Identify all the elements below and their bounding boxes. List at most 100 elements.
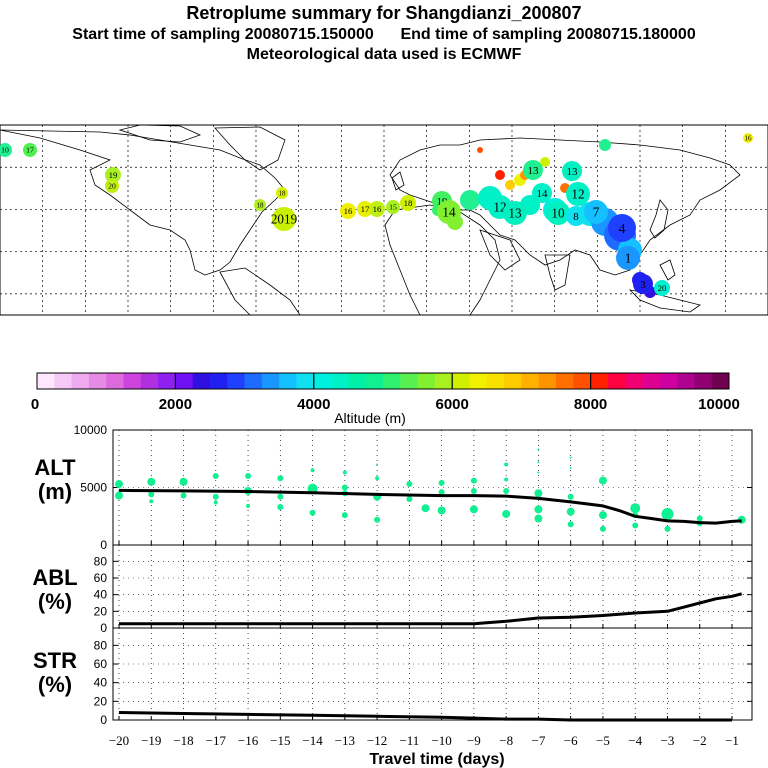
x-tick-label: −10	[431, 733, 451, 748]
plume-day-label: 13	[528, 165, 540, 177]
panel-ytick-label: 60	[94, 657, 108, 671]
colorbar-swatch	[365, 373, 384, 389]
plume-day-label: 20	[108, 182, 116, 191]
colorbar-swatch	[625, 373, 643, 389]
colorbar-swatch	[469, 373, 488, 389]
colorbar-swatch	[417, 373, 436, 389]
plume-marker	[105, 179, 119, 193]
altitude-scatter-point	[470, 477, 477, 484]
colorbar-swatch	[37, 373, 55, 389]
altitude-scatter-point	[502, 509, 511, 518]
altitude-scatter-point	[341, 512, 348, 519]
plume-marker	[566, 206, 586, 226]
south-america	[219, 267, 301, 316]
altitude-scatter-point	[309, 509, 316, 516]
altitude-scatter-point	[375, 476, 380, 481]
panel-ytick-label: 40	[94, 676, 108, 690]
colorbar-tick-label: 2000	[159, 396, 192, 413]
colorbar-swatch	[486, 373, 505, 389]
plume-marker	[566, 182, 590, 206]
plume-day-label: 18	[279, 189, 287, 197]
colorbar-swatch	[192, 373, 211, 389]
end-time-label: End time of sampling 20080715.180000	[400, 26, 696, 43]
plume-day-label: 17	[26, 146, 34, 155]
colorbar-swatch	[54, 373, 72, 389]
altitude-scatter-point	[537, 461, 540, 464]
sampling-times: Start time of sampling 20080715.150000 E…	[0, 26, 768, 44]
plume-marker	[523, 160, 543, 180]
plume-day-label: 13	[567, 166, 579, 178]
alt-ylabel-line2: (m)	[38, 479, 72, 504]
plume-day-label: 19	[437, 196, 449, 208]
altitude-scatter-point	[504, 462, 509, 467]
colorbar-swatch	[175, 373, 193, 389]
colorbar-swatch	[607, 373, 626, 389]
panel-ytick-label: 0	[100, 621, 107, 635]
colorbar-swatch	[71, 373, 90, 389]
altitude-scatter-point	[470, 487, 477, 494]
x-tick-label: −6	[564, 733, 578, 748]
colorbar-swatch	[261, 373, 280, 389]
altitude-scatter-point	[537, 448, 540, 451]
british-isles	[391, 171, 405, 191]
abl-ylabel-line2: (%)	[38, 589, 72, 614]
plume-blob	[477, 147, 483, 153]
plume-marker	[503, 201, 527, 225]
plume-marker	[584, 200, 608, 224]
altitude-scatter-point	[406, 481, 413, 488]
plume-day-label: 1	[625, 251, 632, 266]
altitude-scatter-point	[277, 504, 284, 511]
altitude-scatter-point	[374, 516, 381, 523]
plume-day-label: 2019	[271, 212, 298, 227]
plume-marker	[340, 203, 356, 219]
altitude-scatter-point	[438, 479, 445, 486]
colorbar-swatch	[642, 373, 661, 389]
str-ylabel-line2: (%)	[38, 672, 72, 697]
altitude-scatter-point	[149, 499, 154, 504]
series-line-alt	[118, 488, 742, 525]
altitude-scatter-point	[537, 471, 540, 474]
plume-day-label: 16	[344, 206, 353, 216]
taiwan-philippines	[659, 259, 676, 281]
colorbar-swatch	[694, 373, 712, 389]
altitude-scatter-point	[307, 483, 318, 494]
x-tick-label: −3	[661, 733, 675, 748]
x-tick-label: −8	[499, 733, 513, 748]
panel-ytick-label: 80	[94, 554, 108, 568]
africa	[384, 204, 501, 316]
plume-marker	[608, 214, 636, 242]
altitude-scatter-point	[406, 496, 413, 502]
plume-day-label: 18	[404, 198, 413, 208]
plume-marker	[633, 274, 653, 294]
plume-marker	[105, 167, 121, 183]
plume-day-label: 10	[551, 206, 565, 221]
colorbar-swatch	[227, 373, 245, 389]
plume-blob	[460, 190, 480, 210]
altitude-scatter-point	[277, 493, 284, 500]
panel-frame	[112, 544, 753, 629]
altitude-scatter-point	[437, 506, 446, 515]
plume-marker	[254, 199, 266, 211]
colorbar-swatch	[348, 373, 366, 389]
plume-marker	[23, 143, 37, 157]
altitude-scatter-point	[421, 504, 430, 513]
plume-marker	[743, 133, 753, 143]
time-series-panels: 0 5000 10000 0 20 40 60 80 0 20 40 60 80 −20 −19 −18 −17…	[74, 423, 753, 748]
altitude-scatter-point	[567, 521, 574, 528]
colorbar-swatch	[521, 373, 539, 389]
colorbar-swatch	[504, 373, 522, 389]
x-tick-label: −1	[725, 733, 739, 748]
plume-day-label: 3	[640, 279, 646, 291]
altitude-colorbar: 0 2000 4000 6000 8000 10000	[31, 372, 740, 413]
x-tick-label: −7	[531, 733, 545, 748]
altitude-scatter-point	[341, 484, 348, 491]
altitude-scatter-point	[569, 456, 572, 459]
alt-ylabel-line1: ALT	[34, 455, 76, 480]
series-line-str	[118, 711, 732, 722]
altitude-scatter-point	[534, 489, 543, 498]
altitude-scatter-point	[310, 468, 315, 473]
india	[544, 254, 571, 291]
north-america	[0, 129, 286, 276]
